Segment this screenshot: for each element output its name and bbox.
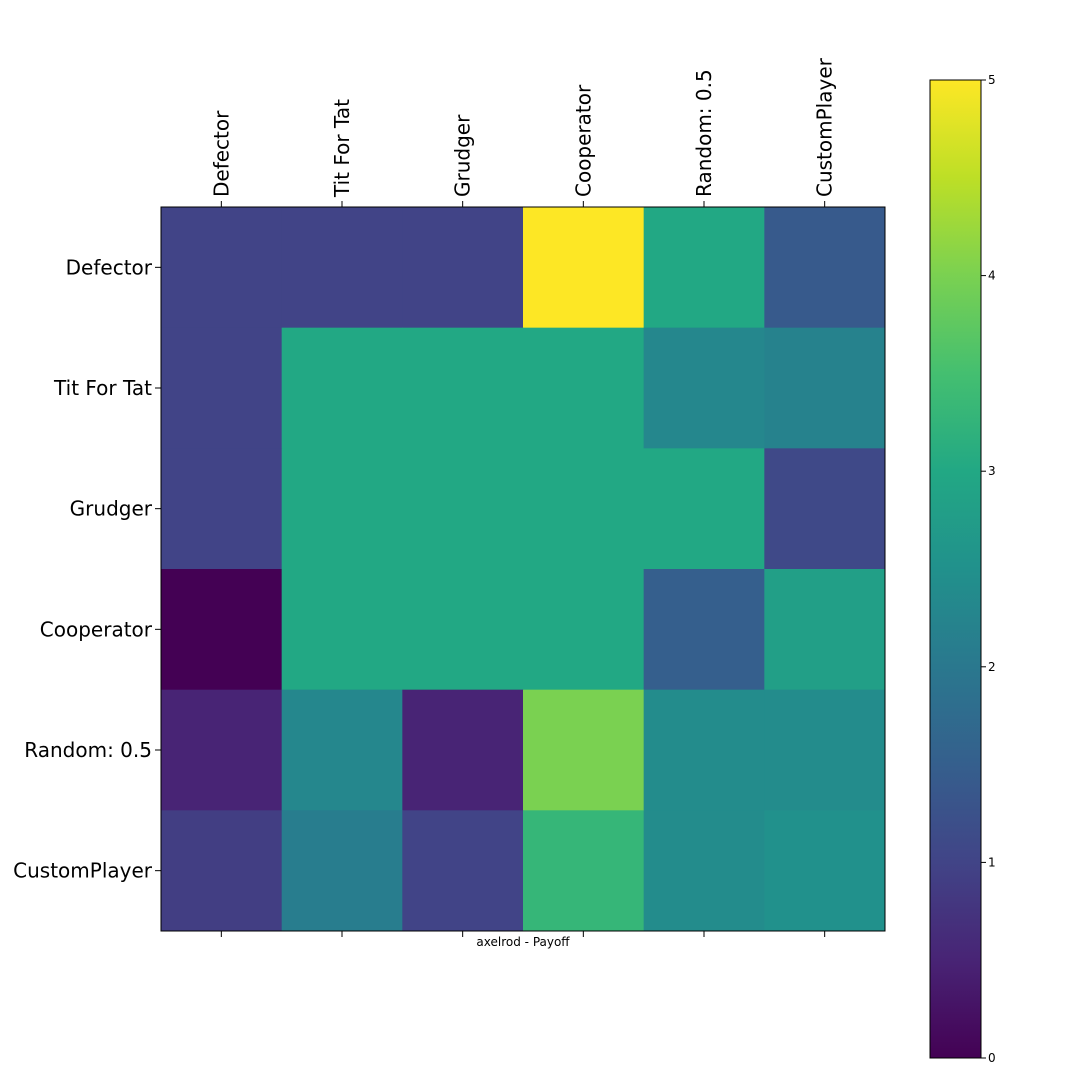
heatmap-cell xyxy=(161,327,283,449)
heatmap-cell xyxy=(643,689,765,811)
heatmap-cell xyxy=(281,689,403,811)
heatmap-cell xyxy=(402,569,524,691)
heatmap-cell xyxy=(161,207,283,329)
colorbar-ticks: 0 1 2 3 4 5 xyxy=(981,73,996,1065)
heatmap-cell xyxy=(402,689,524,811)
colorbar-tick-label: 5 xyxy=(988,73,996,87)
x-tick-label: Grudger xyxy=(451,114,475,197)
heatmap-cells xyxy=(161,207,886,932)
heatmap-cell xyxy=(523,810,645,932)
heatmap-cell xyxy=(643,327,765,449)
heatmap-cell xyxy=(764,207,886,329)
heatmap-cell xyxy=(281,448,403,570)
x-tick-label: CustomPlayer xyxy=(813,57,837,197)
heatmap-cell xyxy=(402,448,524,570)
x-axis-label: axelrod - Payoff xyxy=(476,935,570,949)
colorbar-tick-label: 0 xyxy=(988,1051,996,1065)
heatmap-cell xyxy=(161,569,283,691)
y-tick-label: Tit For Tat xyxy=(53,376,152,400)
heatmap-cell xyxy=(764,689,886,811)
x-tick-label: Defector xyxy=(209,110,233,197)
y-tick-label: Random: 0.5 xyxy=(24,738,152,762)
heatmap-cell xyxy=(161,810,283,932)
heatmap-cell xyxy=(523,327,645,449)
colorbar-tick-label: 3 xyxy=(988,464,996,478)
colorbar-tick-label: 4 xyxy=(988,269,996,283)
colorbar-tick-label: 1 xyxy=(988,855,996,869)
heatmap-cell xyxy=(523,448,645,570)
heatmap-cell xyxy=(643,569,765,691)
heatmap-cell xyxy=(402,207,524,329)
heatmap-cell xyxy=(764,327,886,449)
heatmap-cell xyxy=(764,448,886,570)
colorbar-tick-label: 2 xyxy=(988,660,996,674)
heatmap-cell xyxy=(402,327,524,449)
heatmap-cell xyxy=(161,448,283,570)
y-axis-ticks: Defector Tit For Tat Grudger Cooperator Rand… xyxy=(13,255,161,883)
heatmap-cell xyxy=(643,448,765,570)
x-tick-label: Random: 0.5 xyxy=(692,69,716,197)
y-tick-label: Defector xyxy=(66,255,153,279)
heatmap-cell xyxy=(281,810,403,932)
heatmap-cell xyxy=(281,207,403,329)
x-axis-ticks: Defector Tit For Tat Grudger Cooperator Rand… xyxy=(209,57,837,937)
heatmap-cell xyxy=(764,810,886,932)
plot-frame xyxy=(160,206,886,932)
heatmap-cell xyxy=(643,810,765,932)
heatmap-cell xyxy=(161,689,283,811)
y-tick-label: CustomPlayer xyxy=(13,859,153,883)
heatmap-cell xyxy=(402,810,524,932)
heatmap-cell xyxy=(281,569,403,691)
y-tick-label: Grudger xyxy=(70,497,153,521)
heatmap-cell xyxy=(523,569,645,691)
heatmap-cell xyxy=(281,327,403,449)
x-tick-label: Cooperator xyxy=(571,84,595,197)
heatmap-cell xyxy=(764,569,886,691)
y-tick-label: Cooperator xyxy=(40,617,153,641)
heatmap-cell xyxy=(523,689,645,811)
heatmap-cell xyxy=(523,207,645,329)
x-tick-label: Tit For Tat xyxy=(330,99,354,198)
colorbar xyxy=(929,79,982,1059)
heatmap-cell xyxy=(643,207,765,329)
